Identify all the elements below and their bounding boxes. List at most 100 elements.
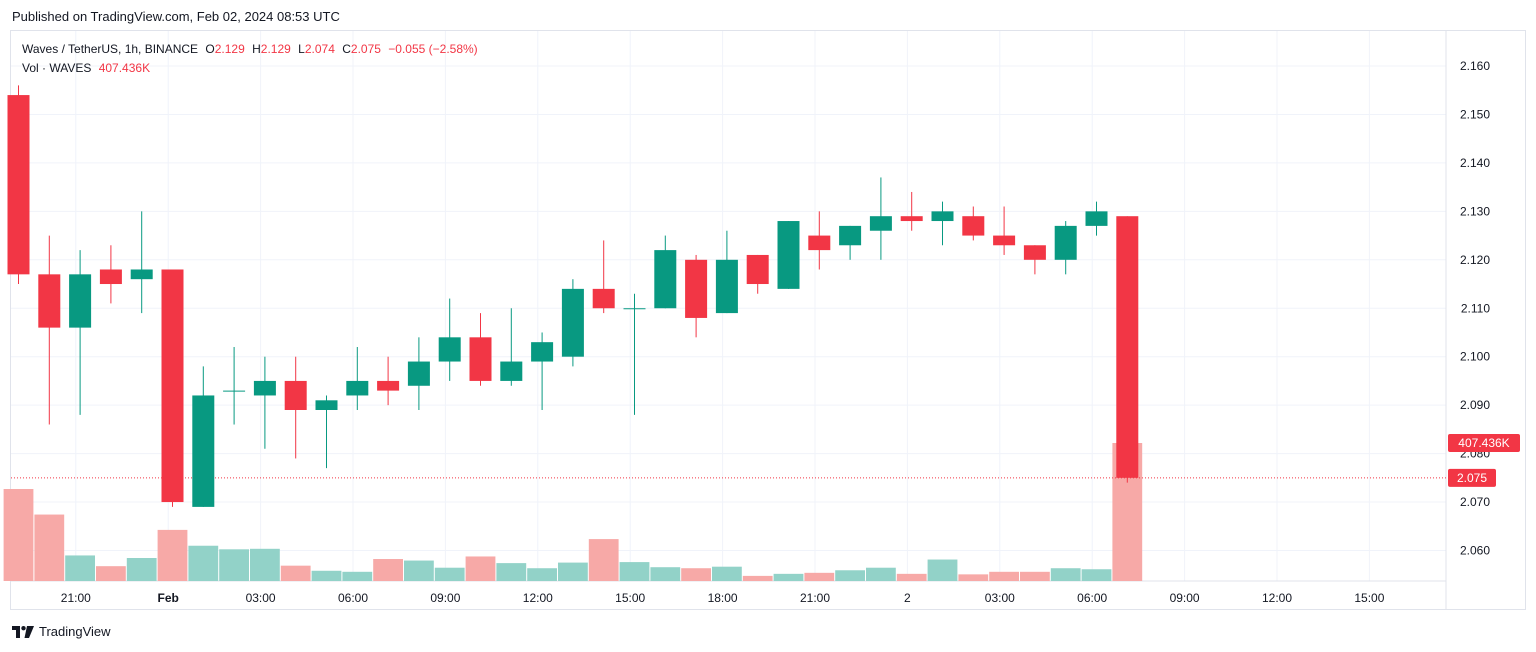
candle[interactable]	[623, 293, 646, 415]
candle-body	[561, 288, 584, 357]
candle[interactable]	[592, 240, 615, 314]
volume-bar	[188, 545, 219, 581]
candle[interactable]	[561, 279, 584, 367]
candle[interactable]	[1085, 201, 1108, 236]
candle[interactable]	[931, 201, 954, 246]
candle[interactable]	[869, 177, 892, 260]
candle[interactable]	[7, 85, 30, 285]
candle[interactable]	[715, 230, 738, 314]
volume-bar	[527, 568, 557, 581]
candle-body	[839, 225, 862, 246]
candle-body	[1085, 211, 1108, 226]
candle[interactable]	[284, 356, 307, 459]
volume-bar	[588, 539, 619, 581]
volume-bar	[496, 563, 527, 581]
symbol-label[interactable]: Waves / TetherUS, 1h, BINANCE	[22, 42, 199, 56]
candle[interactable]	[900, 191, 923, 231]
tradingview-brand[interactable]: TradingView	[12, 624, 111, 639]
candle[interactable]	[500, 308, 523, 386]
open-value: 2.129	[214, 42, 245, 56]
candle[interactable]	[315, 395, 338, 469]
candle[interactable]	[130, 211, 153, 314]
candle[interactable]	[1023, 245, 1046, 275]
candle[interactable]	[253, 356, 276, 449]
time-tick-label: 15:00	[615, 591, 645, 605]
time-tick-label: 03:00	[246, 591, 276, 605]
price-axis[interactable]: 2.160 2.150 2.140 2.130 2.120 2.110 2.100 2.090…	[1460, 59, 1490, 558]
volume-bar	[619, 562, 650, 581]
time-tick-label: 18:00	[708, 591, 738, 605]
volume-bar	[989, 571, 1019, 581]
candle-body	[746, 254, 769, 285]
candle[interactable]	[839, 225, 862, 260]
candle[interactable]	[654, 235, 677, 309]
candle[interactable]	[808, 211, 831, 270]
volume-bar	[157, 529, 188, 581]
candle[interactable]	[746, 254, 769, 294]
volume-bar	[373, 559, 403, 581]
volume-bar	[712, 566, 742, 581]
candle[interactable]	[1054, 221, 1077, 275]
candle-body	[1023, 245, 1046, 260]
time-tick-label: 06:00	[1077, 591, 1107, 605]
candle-body	[438, 337, 461, 362]
candle[interactable]	[777, 221, 800, 289]
price-tick-label: 2.100	[1460, 350, 1490, 364]
high-value: 2.129	[260, 42, 291, 56]
candle-body	[69, 274, 92, 328]
open-label: O	[205, 42, 215, 56]
volume-bar	[465, 556, 496, 581]
volume-bar	[773, 573, 804, 581]
candle[interactable]	[962, 206, 985, 241]
candle[interactable]	[223, 347, 246, 425]
candle-body	[993, 235, 1016, 246]
candle[interactable]	[346, 347, 369, 410]
high-label: H	[252, 42, 261, 56]
candle[interactable]	[38, 235, 61, 425]
volume-bar	[804, 572, 835, 581]
candle[interactable]	[531, 332, 554, 410]
chart-frame	[10, 30, 1526, 610]
candle-body	[962, 216, 985, 236]
candle[interactable]	[161, 269, 184, 507]
published-header: Published on TradingView.com, Feb 02, 20…	[12, 9, 340, 24]
volume-bar	[1050, 568, 1081, 581]
volume-bar	[866, 567, 896, 581]
volume-value: 407.436K	[98, 61, 151, 75]
candle-body	[931, 211, 954, 222]
candle-body	[223, 390, 246, 392]
candle[interactable]	[1116, 216, 1139, 483]
time-axis[interactable]: 21:00 Feb 03:00 06:00 09:00 12:00 15:00 18:00 21…	[61, 591, 1385, 605]
candle-body	[161, 269, 184, 503]
candle-body	[808, 235, 831, 251]
volume-bar	[3, 489, 34, 581]
candle[interactable]	[407, 337, 430, 410]
candle[interactable]	[438, 298, 461, 381]
time-tick-label: 09:00	[430, 591, 460, 605]
candle[interactable]	[685, 254, 708, 338]
volume-bar	[1081, 569, 1112, 581]
candle[interactable]	[69, 250, 92, 415]
volume-bar	[958, 574, 989, 581]
candle-body	[592, 288, 615, 309]
grid-lines	[11, 31, 1447, 610]
time-tick-label: 06:00	[338, 591, 368, 605]
candle[interactable]	[469, 313, 492, 386]
candle[interactable]	[192, 366, 215, 507]
volume-bar	[1020, 571, 1050, 581]
price-tick-label: 2.060	[1460, 544, 1490, 558]
candle-body	[284, 380, 307, 410]
candle[interactable]	[99, 245, 122, 304]
volume-bar	[558, 562, 588, 581]
volume-bar	[896, 573, 927, 581]
candle-body	[1116, 216, 1139, 478]
close-label: C	[342, 42, 351, 56]
candle[interactable]	[993, 206, 1016, 255]
last-price-badge-label: 2.075	[1457, 471, 1487, 485]
candle-body	[38, 274, 61, 328]
price-tick-label: 2.140	[1460, 156, 1490, 170]
volume-label[interactable]: Vol · WAVES	[22, 61, 92, 75]
candle[interactable]	[377, 356, 400, 406]
volume-badge	[1448, 434, 1520, 452]
